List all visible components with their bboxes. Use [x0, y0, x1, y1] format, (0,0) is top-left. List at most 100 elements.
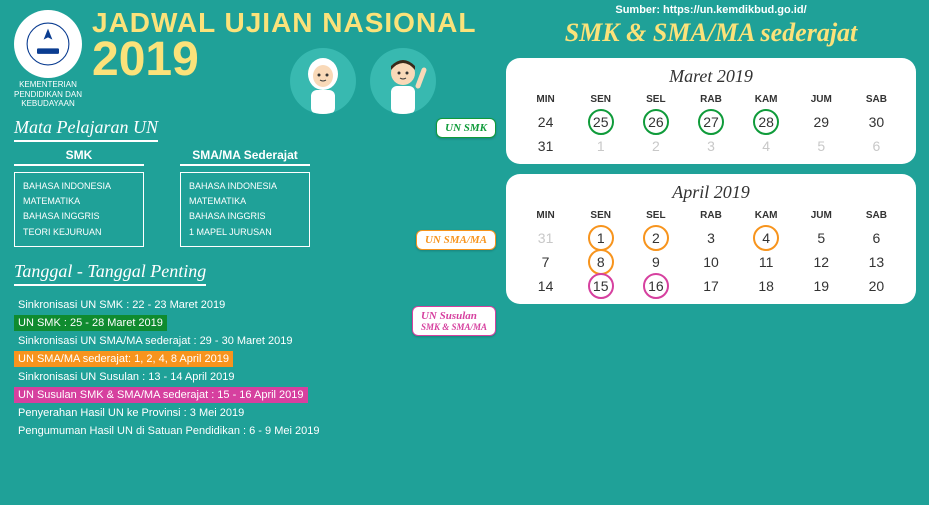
- calendar-day-header: RAB: [683, 91, 738, 110]
- calendar-cell: 27: [683, 110, 738, 134]
- ministry-logo: [14, 10, 82, 78]
- date-ring: [643, 109, 669, 135]
- calendar-cell: 20: [849, 274, 904, 298]
- calendar-day-header: JUM: [794, 207, 849, 226]
- calendar-day-header: SEN: [573, 207, 628, 226]
- date-row: Sinkronisasi UN SMK : 22 - 23 Maret 2019: [14, 297, 229, 313]
- level-heading: SMK & SMA/MA sederajat: [506, 18, 916, 48]
- calendar-cell: 5: [794, 134, 849, 158]
- tag-line: UN Susulan: [421, 310, 487, 322]
- date-ring: [698, 109, 724, 135]
- calendar-cell: 2: [628, 134, 683, 158]
- calendar-cell: 25: [573, 110, 628, 134]
- calendar-cell: 3: [683, 134, 738, 158]
- date-row: Penyerahan Hasil UN ke Provinsi : 3 Mei …: [14, 405, 248, 421]
- calendar-cell: 17: [683, 274, 738, 298]
- calendar-day-header: SAB: [849, 91, 904, 110]
- calendar-cell: 13: [849, 250, 904, 274]
- source-label: Sumber: https://un.kemdikbud.go.id/: [506, 4, 916, 16]
- date-ring: [753, 225, 779, 251]
- calendar-day-header: SAB: [849, 207, 904, 226]
- date-ring: [753, 109, 779, 135]
- calendar-cell: 31: [518, 134, 573, 158]
- calendar-cell: 4: [739, 226, 794, 250]
- subjects-heading: Mata Pelajaran UN: [14, 117, 158, 142]
- date-row: Pengumuman Hasil UN di Satuan Pendidikan…: [14, 423, 323, 439]
- date-ring: [643, 273, 669, 299]
- calendar-day-header: JUM: [794, 91, 849, 110]
- calendar-title: April 2019: [518, 182, 904, 203]
- calendar-cell: 1: [573, 134, 628, 158]
- date-row: UN SMK : 25 - 28 Maret 2019: [14, 315, 167, 331]
- subject-item: 1 MAPEL JURUSAN: [189, 225, 301, 240]
- avatar-male: [370, 48, 436, 114]
- subject-item: TEORI KEJURUAN: [23, 225, 135, 240]
- calendar-tag: UN SMK: [436, 118, 496, 138]
- calendar-cell: 28: [739, 110, 794, 134]
- avatar-female: [290, 48, 356, 114]
- subject-item: BAHASA INGGRIS: [23, 209, 135, 224]
- subject-box: BAHASA INDONESIAMATEMATIKABAHASA INGGRIS…: [14, 172, 144, 247]
- calendar-cell: 1: [573, 226, 628, 250]
- subject-item: BAHASA INDONESIA: [23, 179, 135, 194]
- ministry-name: KEMENTERIAN PENDIDIKAN DAN KEBUDAYAAN: [14, 80, 82, 109]
- calendar-cell: 14: [518, 274, 573, 298]
- date-ring: [588, 273, 614, 299]
- calendar-day-header: KAM: [739, 207, 794, 226]
- calendar-cell: 7: [518, 250, 573, 274]
- subject-item: MATEMATIKA: [189, 194, 301, 209]
- calendar-cell: 18: [739, 274, 794, 298]
- calendar-cell: 16: [628, 274, 683, 298]
- subject-item: MATEMATIKA: [23, 194, 135, 209]
- calendar-tag: UN SusulanSMK & SMA/MA: [412, 306, 496, 336]
- date-ring: [588, 225, 614, 251]
- ministry-line: KEMENTERIAN: [14, 80, 82, 90]
- date-row: UN SMA/MA sederajat: 1, 2, 4, 8 April 20…: [14, 351, 233, 367]
- calendar-cell: 10: [683, 250, 738, 274]
- date-row: UN Susulan SMK & SMA/MA sederajat : 15 -…: [14, 387, 308, 403]
- calendar-day-header: KAM: [739, 91, 794, 110]
- dates-heading: Tanggal - Tanggal Penting: [14, 261, 206, 286]
- calendar-cell: 30: [849, 110, 904, 134]
- calendar-title: Maret 2019: [518, 66, 904, 87]
- calendar-tag: UN SMA/MA: [416, 230, 496, 250]
- subject-box: BAHASA INDONESIAMATEMATIKABAHASA INGGRIS…: [180, 172, 310, 247]
- tag-line: SMK & SMA/MA: [421, 322, 487, 332]
- calendar-day-header: SEN: [573, 91, 628, 110]
- date-row: Sinkronisasi UN SMA/MA sederajat : 29 - …: [14, 333, 297, 349]
- calendar-cell: 26: [628, 110, 683, 134]
- calendar-cell: 6: [849, 226, 904, 250]
- calendar-day-header: SEL: [628, 207, 683, 226]
- calendar-cell: 19: [794, 274, 849, 298]
- date-row: Sinkronisasi UN Susulan : 13 - 14 April …: [14, 369, 238, 385]
- subject-col-head: SMK: [14, 148, 144, 166]
- calendar-cell: 5: [794, 226, 849, 250]
- calendar-day-header: SEL: [628, 91, 683, 110]
- calendar-cell: 12: [794, 250, 849, 274]
- date-ring: [588, 109, 614, 135]
- calendar-cell: 6: [849, 134, 904, 158]
- date-ring: [643, 225, 669, 251]
- calendar-cell: 4: [739, 134, 794, 158]
- calendar-day-header: RAB: [683, 207, 738, 226]
- calendar-cell: 8: [573, 250, 628, 274]
- calendar-cell: 2: [628, 226, 683, 250]
- student-avatars: [290, 48, 436, 114]
- calendar-card: Maret 2019MINSENSELRABKAMJUMSAB242526272…: [506, 58, 916, 164]
- ministry-line: KEBUDAYAAN: [14, 99, 82, 109]
- calendar-cell: 3: [683, 226, 738, 250]
- calendar-cell: 9: [628, 250, 683, 274]
- calendar-cell: 29: [794, 110, 849, 134]
- subject-item: BAHASA INDONESIA: [189, 179, 301, 194]
- subject-item: BAHASA INGGRIS: [189, 209, 301, 224]
- calendar-cell: 31: [518, 226, 573, 250]
- calendar-cell: 11: [739, 250, 794, 274]
- calendar-day-header: MIN: [518, 207, 573, 226]
- calendar-card: April 2019MINSENSELRABKAMJUMSAB311234567…: [506, 174, 916, 304]
- calendar-cell: 24: [518, 110, 573, 134]
- ministry-line: PENDIDIKAN DAN: [14, 90, 82, 100]
- calendar-day-header: MIN: [518, 91, 573, 110]
- calendar-cell: 15: [573, 274, 628, 298]
- date-ring: [588, 249, 614, 275]
- subject-col-head: SMA/MA Sederajat: [180, 148, 310, 166]
